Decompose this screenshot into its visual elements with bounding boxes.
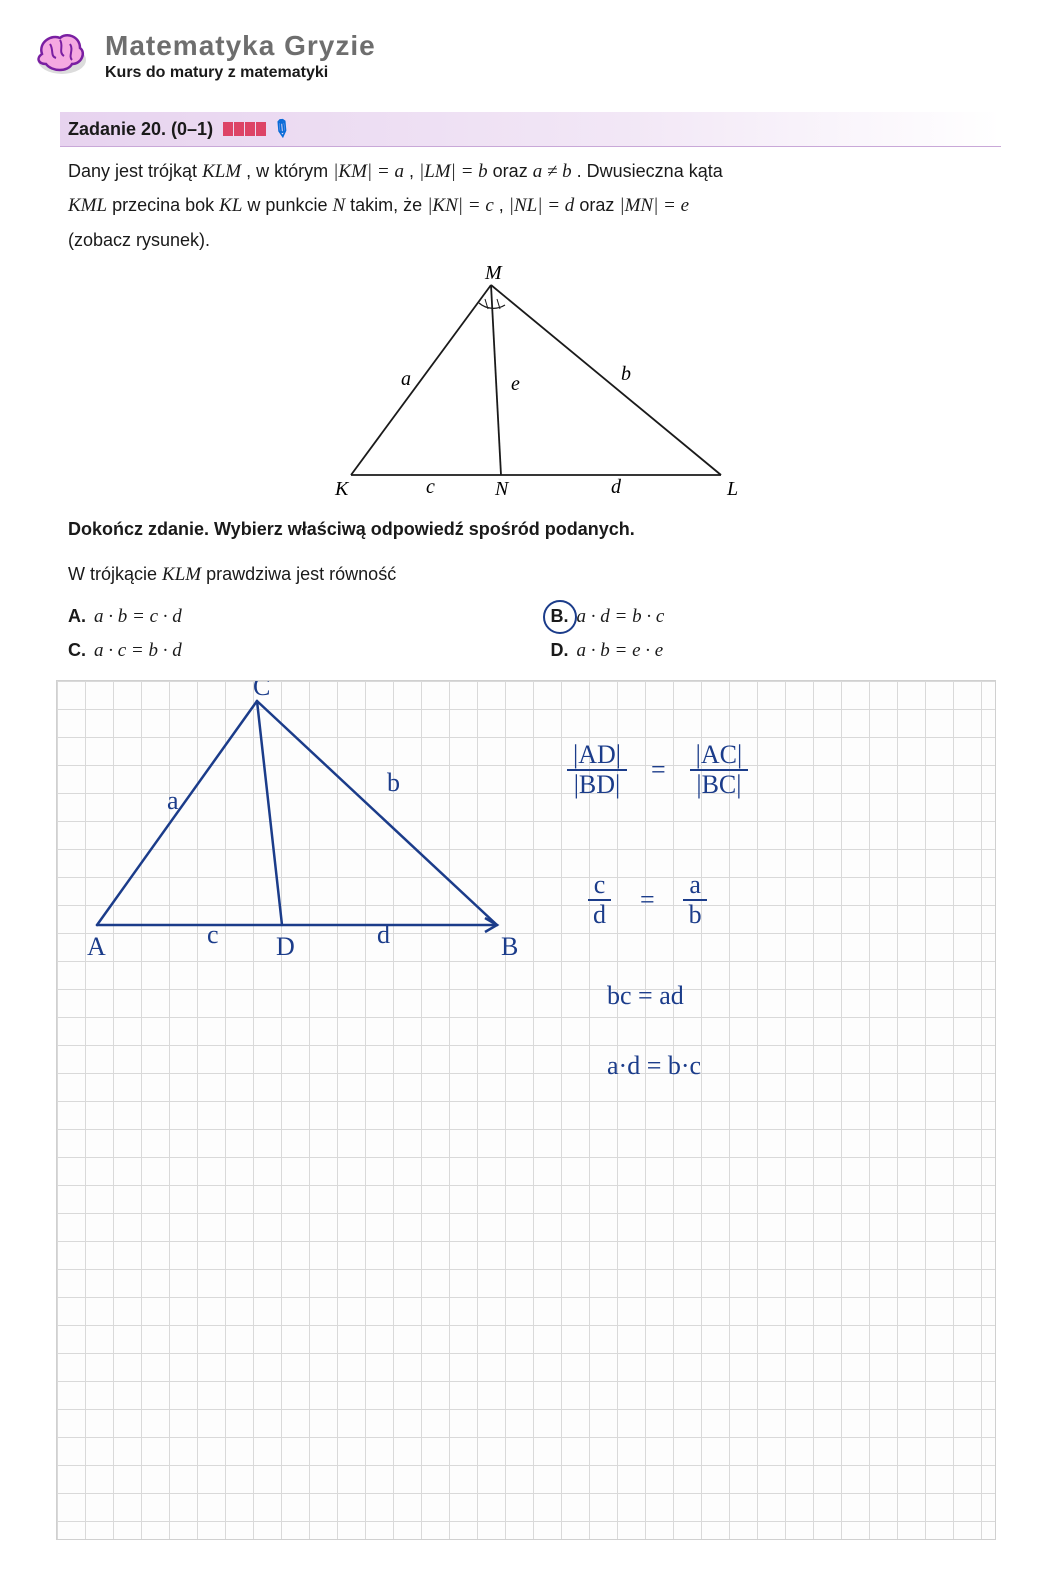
text: (zobacz rysunek).: [68, 226, 993, 255]
triangle-svg: M K L Na b c d e: [301, 265, 761, 500]
option-a-text: a · b = c · d: [94, 606, 182, 628]
hand-eq2: cd = ab: [587, 871, 708, 930]
option-b-text: a · d = b · c: [577, 606, 665, 628]
svg-text:c: c: [207, 920, 219, 949]
option-c-text: a · c = b · d: [94, 640, 182, 662]
math: KLM: [202, 161, 241, 182]
text: w punkcie: [247, 195, 332, 215]
svg-text:K: K: [334, 478, 350, 500]
option-a[interactable]: A. a · b = c · d: [68, 606, 511, 628]
brain-icon: [30, 30, 90, 80]
math: N: [332, 195, 345, 216]
math: |MN| = e: [619, 195, 689, 216]
svg-text:M: M: [484, 265, 503, 284]
svg-text:N: N: [494, 478, 510, 500]
text: Dany jest trójkąt: [68, 161, 202, 181]
svg-text:D: D: [276, 932, 295, 961]
hand-triangle-svg: A B C Da b c d: [57, 681, 537, 971]
hand-eq3: bc = ad: [607, 981, 684, 1011]
math: KLM: [162, 564, 201, 585]
pencil-icon: ✎: [266, 113, 297, 145]
eq2-num2: a: [683, 871, 707, 902]
option-d[interactable]: D. a · b = e · e: [551, 640, 994, 662]
calculator-badge: [223, 122, 266, 136]
svg-text:c: c: [426, 476, 435, 498]
svg-text:d: d: [377, 920, 390, 949]
task-header: Zadanie 20. (0–1) ✎: [60, 112, 1001, 147]
text: W trójkącie: [68, 564, 162, 584]
answer-circle: [543, 600, 577, 634]
option-b-label: B.: [551, 606, 569, 627]
text: , w którym: [246, 161, 333, 181]
svg-text:d: d: [611, 476, 622, 498]
text: ,: [409, 161, 419, 181]
svg-text:a: a: [401, 368, 411, 390]
options-grid: A. a · b = c · d B. a · d = b · c C. a ·…: [60, 606, 1001, 662]
option-c[interactable]: C. a · c = b · d: [68, 640, 511, 662]
task-body: Dany jest trójkąt KLM , w którym |KM| = …: [60, 157, 1001, 255]
eq2-eq: =: [640, 885, 655, 915]
svg-text:C: C: [253, 681, 270, 701]
eq1-den2: |BC|: [690, 771, 747, 800]
option-a-label: A.: [68, 606, 86, 627]
instruction: Dokończ zdanie. Wybierz właściwą odpowie…: [60, 519, 1001, 540]
brand-title: Matematyka Gryzie: [105, 30, 376, 62]
svg-text:L: L: [726, 478, 738, 500]
text: prawdziwa jest równość: [206, 564, 396, 584]
eq1-num2: |AC|: [690, 741, 749, 772]
text: . Dwusieczna kąta: [577, 161, 723, 181]
math: a ≠ b: [533, 161, 572, 182]
math: |KN| = c: [427, 195, 494, 216]
statement: W trójkącie KLM prawdziwa jest równość: [60, 564, 1001, 586]
math: |LM| = b: [419, 161, 488, 182]
task-label: Zadanie 20. (0–1): [68, 119, 213, 140]
hand-eq4: a·d = b·c: [607, 1051, 701, 1081]
svg-text:B: B: [501, 932, 518, 961]
page-header: Matematyka Gryzie Kurs do matury z matem…: [30, 30, 1001, 82]
text: przecina bok: [112, 195, 219, 215]
math: KL: [219, 195, 242, 216]
brand-subtitle: Kurs do matury z matematyki: [105, 64, 376, 82]
option-d-text: a · b = e · e: [577, 640, 664, 662]
eq2-den1: d: [587, 901, 612, 930]
eq1-den1: |BD|: [568, 771, 627, 800]
option-b[interactable]: B. a · d = b · c: [551, 606, 994, 628]
svg-text:a: a: [167, 786, 179, 815]
eq1-num1: |AD|: [567, 741, 627, 772]
eq2-den2: b: [683, 901, 708, 930]
eq2-num1: c: [588, 871, 612, 902]
option-d-label: D.: [551, 640, 569, 661]
triangle-figure: M K L Na b c d e: [60, 265, 1001, 505]
text: oraz: [493, 161, 533, 181]
svg-text:b: b: [387, 768, 400, 797]
text: oraz: [579, 195, 619, 215]
option-c-label: C.: [68, 640, 86, 661]
text: ,: [499, 195, 509, 215]
svg-text:b: b: [621, 363, 631, 385]
svg-text:A: A: [87, 932, 106, 961]
eq1-eq: =: [651, 755, 666, 785]
handwritten-work-area: ABCDabcd |AD||BD| = |AC||BC| cd = ab bc …: [56, 680, 996, 1540]
math: |NL| = d: [509, 195, 575, 216]
math: |KM| = a: [333, 161, 404, 182]
math: KML: [68, 195, 107, 216]
text: takim, że: [350, 195, 427, 215]
hand-eq1: |AD||BD| = |AC||BC|: [567, 741, 748, 800]
svg-text:e: e: [511, 373, 520, 395]
